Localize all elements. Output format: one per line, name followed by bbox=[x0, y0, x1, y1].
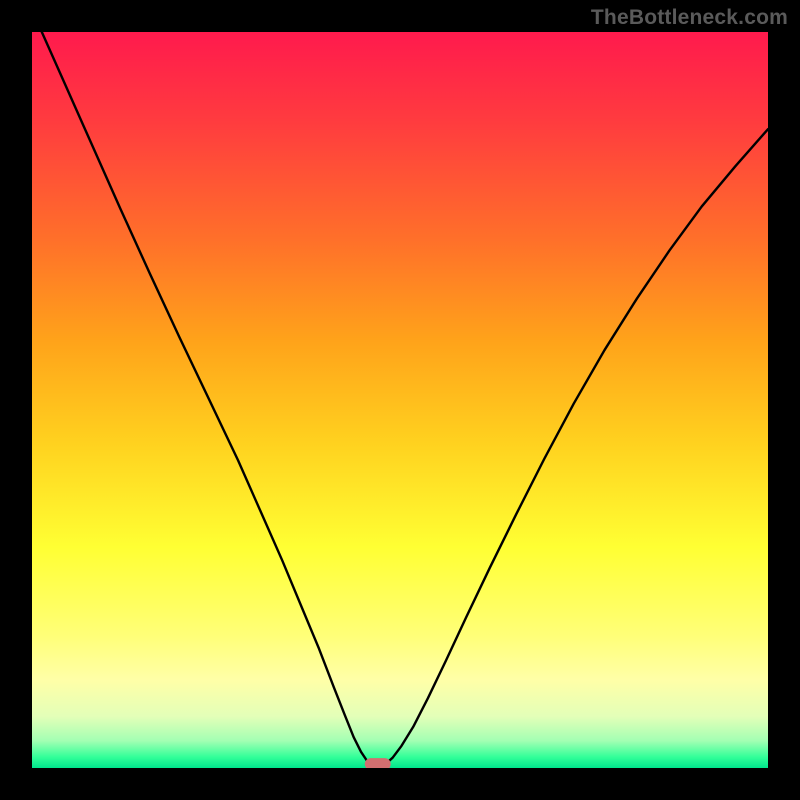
watermark-text: TheBottleneck.com bbox=[591, 6, 788, 30]
curve-layer bbox=[32, 32, 768, 768]
left-branch-line bbox=[32, 32, 376, 767]
plot-area bbox=[32, 32, 768, 768]
right-branch-line bbox=[379, 129, 768, 767]
chart-container: TheBottleneck.com bbox=[0, 0, 800, 800]
bottleneck-marker bbox=[365, 758, 391, 768]
